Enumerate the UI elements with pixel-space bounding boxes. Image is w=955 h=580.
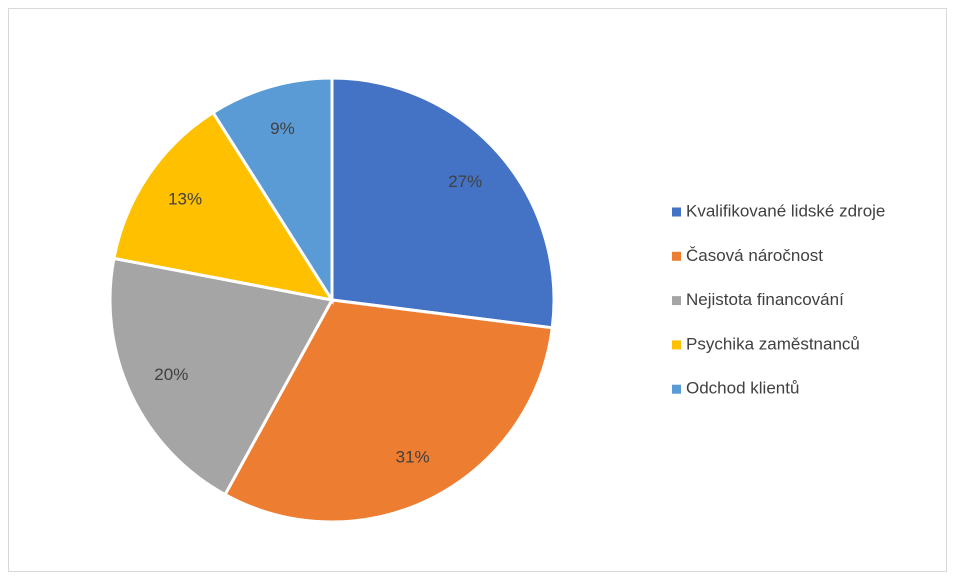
legend-swatch: [672, 384, 681, 394]
legend-swatch: [672, 340, 681, 350]
legend-label: Kvalifikované lidské zdroje: [686, 201, 885, 220]
data-label: 20%: [154, 365, 188, 384]
legend-swatch: [672, 207, 681, 217]
pie-slice: [223, 298, 554, 524]
data-label: 13%: [168, 190, 202, 209]
data-label: 27%: [448, 172, 482, 191]
pie-slice: [210, 76, 334, 306]
legend-label: Nejistota financování: [686, 290, 844, 309]
pie-slice: [108, 256, 335, 497]
legend-label: Odchod klientů: [686, 379, 799, 398]
data-label: 9%: [270, 119, 295, 138]
pie-slice: [112, 110, 336, 303]
legend-swatch: [672, 251, 681, 261]
legend-label: Časová náročnost: [686, 246, 823, 265]
data-label: 31%: [396, 448, 430, 467]
legend-swatch: [672, 296, 681, 306]
legend-label: Psychika zaměstnanců: [686, 334, 860, 353]
pie-slice: [330, 76, 556, 330]
